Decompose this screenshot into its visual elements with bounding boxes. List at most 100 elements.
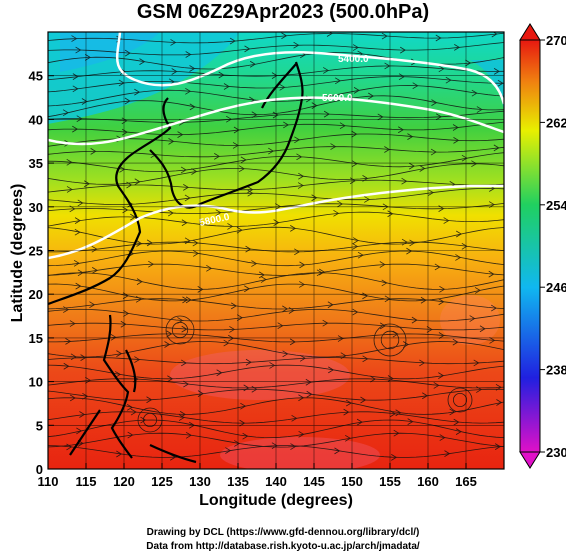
colorbar-lower-arrow — [519, 451, 541, 469]
flow-arrow — [357, 251, 364, 259]
flow-arrow — [229, 326, 236, 333]
flow-arrow — [438, 372, 445, 379]
flow-arrow — [218, 71, 225, 79]
flow-arrow — [73, 259, 80, 267]
flow-arrow — [72, 125, 79, 133]
flow-arrow — [395, 409, 402, 417]
colorbar-tick-label: 254 — [546, 198, 566, 213]
flow-arrow — [240, 402, 247, 410]
flow-arrow — [72, 85, 79, 93]
flow-arrow — [234, 440, 241, 447]
flow-arrow — [430, 148, 437, 156]
contour-5600 — [48, 96, 504, 146]
flow-arrow — [180, 166, 187, 174]
flow-arrow — [65, 338, 72, 345]
flow-arrow — [290, 225, 297, 232]
flow-arrow — [411, 316, 418, 324]
flow-arrow — [384, 62, 391, 70]
contour-5800 — [48, 184, 504, 260]
flow-arrow — [227, 223, 234, 230]
y-tick-label: 0 — [36, 462, 43, 477]
flow-arrow — [497, 79, 504, 87]
flow-arrow — [471, 160, 478, 168]
flow-arrow — [465, 59, 472, 67]
flow-arrow — [79, 411, 86, 418]
flow-arrow — [453, 418, 460, 426]
colorbar-gradient — [519, 39, 541, 453]
flow-arrow — [179, 411, 186, 418]
flow-arrow — [184, 237, 191, 245]
flow-arrow — [191, 168, 198, 175]
flow-arrow — [384, 146, 391, 153]
x-tick-label: 145 — [303, 474, 325, 489]
flow-arrow — [407, 418, 414, 425]
x-tick-label: 160 — [417, 474, 439, 489]
flow-arrow — [412, 82, 419, 90]
flow-arrow — [251, 385, 258, 393]
flow-arrow — [184, 194, 191, 202]
flow-arrow — [377, 113, 384, 121]
flow-arrow — [197, 286, 204, 293]
flow-arrow — [387, 375, 394, 382]
flow-arrow — [134, 356, 141, 363]
flow-arrow — [351, 130, 358, 138]
flow-arrow — [399, 46, 406, 54]
flow-arrow — [91, 245, 98, 253]
colorbar-tick-label: 270 — [546, 33, 566, 48]
flow-arrow — [352, 44, 359, 51]
flow-arrow — [299, 261, 306, 269]
flow-arrow — [381, 32, 388, 40]
flow-arrow — [244, 45, 251, 53]
flow-arrow — [334, 77, 341, 85]
x-tick-label: 130 — [189, 474, 211, 489]
flow-arrow — [114, 371, 121, 378]
flow-arrow — [469, 315, 476, 322]
flow-arrow — [193, 250, 199, 257]
flow-arrow — [408, 162, 415, 170]
flow-arrow — [407, 133, 414, 140]
flow-arrow — [291, 414, 298, 422]
height-contours — [48, 32, 504, 260]
flow-arrow — [290, 443, 297, 450]
flow-arrow — [433, 382, 440, 389]
flow-arrow — [63, 362, 70, 370]
y-tick-label: 30 — [29, 200, 43, 215]
flow-arrow — [136, 278, 143, 285]
flow-arrow — [214, 153, 221, 160]
flow-arrow — [85, 376, 92, 384]
flow-arrow — [170, 39, 177, 46]
flow-arrow — [444, 450, 451, 457]
flow-arrow — [435, 34, 442, 42]
flow-arrow — [351, 160, 358, 168]
flow-arrow — [379, 261, 386, 268]
flow-arrow — [493, 144, 500, 152]
flow-arrow — [299, 281, 306, 288]
flow-arrow — [164, 341, 171, 348]
flow-arrow — [298, 394, 305, 402]
colorbar-tick-label: 238 — [546, 363, 566, 378]
flow-arrow — [216, 369, 223, 377]
flow-arrow — [452, 338, 459, 346]
flow-arrow — [69, 320, 76, 327]
flow-arrow — [431, 99, 438, 106]
flow-arrow — [398, 73, 405, 81]
flow-arrow — [419, 359, 426, 367]
flow-arrow — [123, 310, 130, 317]
flow-arrow — [305, 378, 312, 386]
flow-arrow — [298, 430, 305, 438]
flow-arrow — [352, 237, 359, 244]
flow-arrow — [139, 58, 146, 65]
flow-arrow — [461, 154, 468, 162]
flow-arrow — [82, 392, 89, 400]
colorbar-tick-label: 230 — [546, 445, 566, 460]
colorbar: 230 238 246 254 262 270 — [519, 23, 566, 469]
flow-arrow — [127, 431, 134, 439]
flow-arrow — [183, 184, 190, 191]
flow-arrow — [271, 442, 278, 450]
flow-arrow — [316, 269, 323, 277]
flow-arrow — [77, 199, 84, 207]
flow-arrow — [445, 76, 452, 84]
flow-arrow — [71, 35, 78, 42]
flow-arrow — [420, 296, 427, 304]
